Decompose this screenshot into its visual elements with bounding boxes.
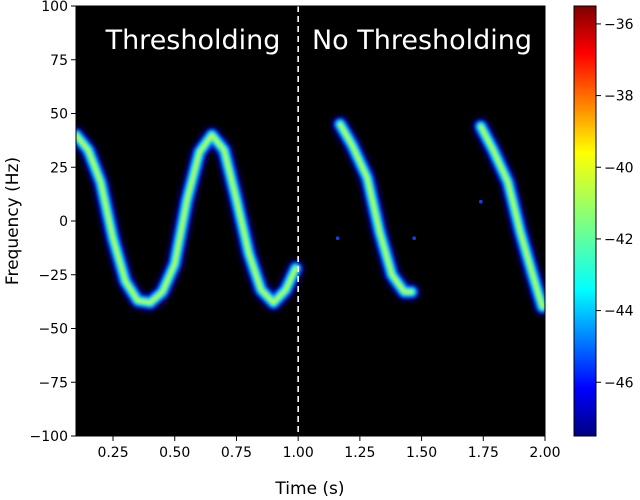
y-tick-label: 75 <box>50 53 68 69</box>
speck <box>412 236 416 240</box>
x-tick-label: 0.75 <box>221 445 252 461</box>
x-tick-label: 1.25 <box>344 445 375 461</box>
ridge-no-thresholding-1 <box>332 116 420 300</box>
annotation-no-thresholding: No Thresholding <box>312 25 532 56</box>
x-axis-title: Time (s) <box>274 479 344 499</box>
y-tick-label: 25 <box>50 160 68 176</box>
colorbar <box>573 5 597 437</box>
x-tick-label: 0.50 <box>159 445 190 461</box>
ridge-thresholding <box>76 127 304 311</box>
x-tick-label: 1.00 <box>283 445 314 461</box>
colorbar-tick-label: −42 <box>604 232 634 248</box>
annotation-thresholding: Thresholding <box>105 25 281 56</box>
colorbar-tick-label: −40 <box>604 160 634 176</box>
spectrogram-ridges <box>76 116 545 315</box>
colorbar-tick-label: −36 <box>604 17 634 33</box>
y-tick-label: −25 <box>38 268 68 284</box>
x-tick-label: 1.50 <box>406 445 437 461</box>
y-axis-title: Frequency (Hz) <box>3 157 23 285</box>
colorbar-tick-label: −44 <box>604 304 634 320</box>
colorbar-tick-label: −46 <box>604 375 634 391</box>
speck <box>479 199 483 204</box>
y-tick-label: −75 <box>38 375 68 391</box>
y-tick-label: −50 <box>38 322 68 338</box>
x-tick-label: 2.00 <box>529 445 560 461</box>
y-tick-label: −100 <box>30 429 68 445</box>
x-tick-label: 0.25 <box>97 445 128 461</box>
colorbar-tick-label: −38 <box>604 89 634 105</box>
colorbar-axis: −36 −38 −40 −42 −44 −46 <box>596 17 634 391</box>
y-axis: 100 75 50 25 0 −25 −50 −75 −100 <box>30 0 76 445</box>
ridge-no-thresholding-2 <box>473 118 545 315</box>
y-tick-label: 100 <box>41 0 68 15</box>
plot-area <box>76 6 545 436</box>
y-tick-label: 50 <box>50 107 68 123</box>
y-tick-label: 0 <box>59 214 68 230</box>
speck <box>335 236 340 240</box>
x-tick-label: 1.75 <box>468 445 499 461</box>
x-axis: 0.25 0.50 0.75 1.00 1.25 1.50 1.75 2.00 <box>97 436 561 461</box>
